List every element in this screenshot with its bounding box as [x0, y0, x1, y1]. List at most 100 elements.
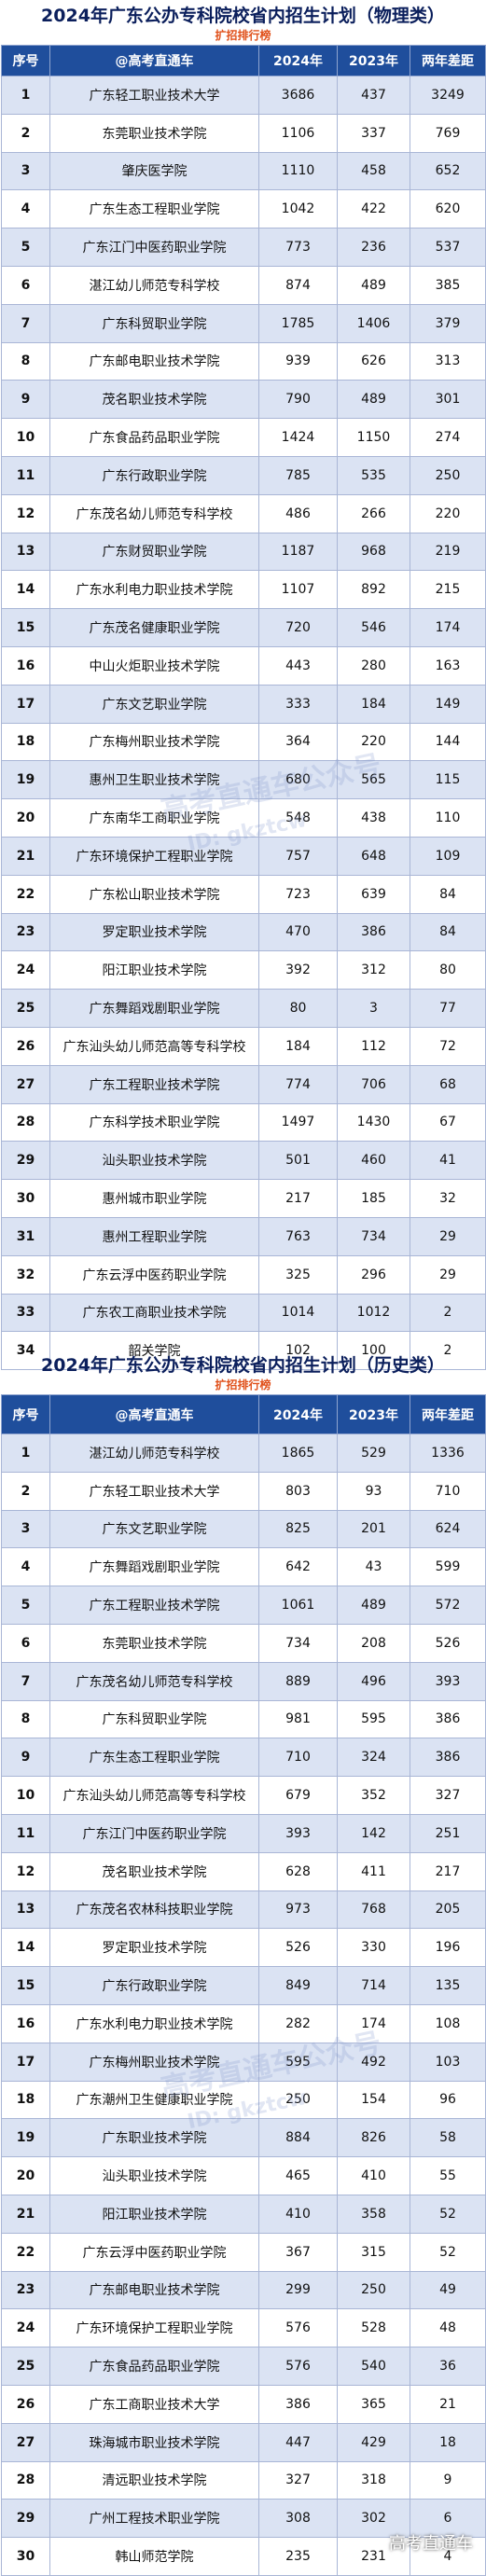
- plan-2024-cell: 710: [258, 1738, 338, 1778]
- diff-cell: 67: [410, 1102, 486, 1143]
- plan-2023-cell: 714: [337, 1966, 410, 2005]
- table-row: 10 广东食品药品职业学院 1424 1150 274: [1, 418, 486, 457]
- header-diff: 两年差距: [410, 1394, 486, 1434]
- rank-cell: 26: [1, 1026, 50, 1066]
- plan-2023-cell: 174: [337, 2003, 410, 2043]
- rank-cell: 20: [1, 798, 50, 838]
- school-cell: 珠海城市职业技术学院: [49, 2422, 259, 2462]
- plan-2023-cell: 315: [337, 2232, 410, 2272]
- header-school: @高考直通车: [49, 45, 259, 76]
- plan-2023-cell: 324: [337, 1738, 410, 1778]
- rank-cell: 5: [1, 228, 50, 267]
- plan-2024-cell: 723: [258, 874, 338, 914]
- diff-cell: 620: [410, 189, 486, 229]
- plan-2023-cell: 968: [337, 532, 410, 572]
- plan-2024-cell: 184: [258, 1026, 338, 1066]
- school-cell: 东莞职业技术学院: [49, 1623, 259, 1663]
- diff-cell: 1336: [410, 1433, 486, 1473]
- table-row: 7 广东科贸职业学院 1785 1406 379: [1, 303, 486, 343]
- plan-2024-cell: 981: [258, 1699, 338, 1739]
- diff-cell: 77: [410, 989, 486, 1028]
- rank-cell: 10: [1, 1776, 50, 1815]
- school-cell: 广东工程职业技术学院: [49, 1064, 259, 1104]
- rank-cell: 1: [1, 1433, 50, 1473]
- plan-2024-cell: 364: [258, 722, 338, 762]
- table-row: 26 广东工商职业技术大学 386 365 21: [1, 2384, 486, 2424]
- plan-2024-cell: 576: [258, 2308, 338, 2348]
- plan-2024-cell: 1785: [258, 303, 338, 343]
- history-title: 2024年广东公办专科院校省内招生计划（历史类）: [41, 1355, 445, 1376]
- plan-2024-cell: 1042: [258, 189, 338, 229]
- history-section: 2024年广东公办专科院校省内招生计划（历史类） 扩招排行榜 序号 @高考直通车…: [0, 1350, 486, 2576]
- plan-2023-cell: 185: [337, 1179, 410, 1218]
- rank-cell: 31: [1, 1216, 50, 1256]
- plan-2024-cell: 410: [258, 2194, 338, 2234]
- plan-2023-cell: 43: [337, 1547, 410, 1587]
- school-cell: 清远职业技术学院: [49, 2460, 259, 2500]
- physics-section: 2024年广东公办专科院校省内招生计划（物理类） 扩招排行榜 序号 @高考直通车…: [1, 6, 486, 1371]
- rank-cell: 4: [1, 189, 50, 229]
- plan-2024-cell: 825: [258, 1509, 338, 1549]
- plan-2023-cell: 734: [337, 1216, 410, 1256]
- plan-2023-cell: 411: [337, 1851, 410, 1891]
- table-row: 8 广东邮电职业技术学院 939 626 313: [1, 341, 486, 381]
- plan-2024-cell: 386: [258, 2384, 338, 2424]
- diff-cell: 49: [410, 2270, 486, 2310]
- plan-2024-cell: 327: [258, 2460, 338, 2500]
- rank-cell: 5: [1, 1586, 50, 1625]
- school-cell: 湛江幼儿师范专科学校: [49, 1433, 259, 1473]
- table-row: 20 汕头职业技术学院 465 410 55: [1, 2156, 486, 2195]
- school-cell: 广东工商职业技术大学: [49, 2384, 259, 2424]
- diff-cell: 327: [410, 1776, 486, 1815]
- table-row: 12 茂名职业技术学院 628 411 217: [1, 1851, 486, 1891]
- rank-cell: 8: [1, 341, 50, 381]
- diff-cell: 710: [410, 1471, 486, 1511]
- diff-cell: 163: [410, 645, 486, 686]
- table-row: 17 广东文艺职业学院 333 184 149: [1, 684, 486, 724]
- table-row: 34 韶关学院 102 100 2: [1, 1331, 486, 1371]
- rank-cell: 29: [1, 2499, 50, 2539]
- table-row: 33 广东农工商职业技术学院 1014 1012 2: [1, 1293, 486, 1333]
- table-row: 22 广东松山职业技术学院 723 639 84: [1, 874, 486, 914]
- table-row: 9 广东生态工程职业学院 710 324 386: [1, 1738, 486, 1778]
- rank-cell: 25: [1, 2347, 50, 2386]
- plan-2023-cell: 540: [337, 2347, 410, 2386]
- table-row: 16 广东水利电力职业技术学院 282 174 108: [1, 2003, 486, 2043]
- plan-2023-cell: 437: [337, 76, 410, 115]
- school-cell: 广东茂名农林科技职业学院: [49, 1890, 259, 1930]
- diff-cell: 386: [410, 1738, 486, 1778]
- plan-2024-cell: 680: [258, 760, 338, 800]
- table-row: 27 广东工程职业技术学院 774 706 68: [1, 1064, 486, 1104]
- rank-cell: 33: [1, 1293, 50, 1333]
- header-no: 序号: [1, 1394, 50, 1434]
- table-row: 7 广东茂名幼儿师范专科学校 889 496 393: [1, 1661, 486, 1701]
- rank-cell: 17: [1, 684, 50, 724]
- plan-2024-cell: 720: [258, 608, 338, 647]
- school-cell: 广东食品药品职业学院: [49, 418, 259, 457]
- plan-2024-cell: 642: [258, 1547, 338, 1587]
- plan-2023-cell: 3: [337, 989, 410, 1028]
- plan-2023-cell: 826: [337, 2118, 410, 2158]
- school-cell: 广东职业技术学院: [49, 2118, 259, 2158]
- plan-2023-cell: 528: [337, 2308, 410, 2348]
- table-row: 1 广东轻工职业技术大学 3686 437 3249: [1, 76, 486, 115]
- diff-cell: 537: [410, 228, 486, 267]
- table-row: 20 广东南华工商职业学院 548 438 110: [1, 798, 486, 838]
- plan-2024-cell: 299: [258, 2270, 338, 2310]
- rank-cell: 23: [1, 912, 50, 952]
- table-row: 22 广东云浮中医药职业学院 367 315 52: [1, 2232, 486, 2272]
- header-2024: 2024年: [258, 1394, 338, 1434]
- rank-cell: 6: [1, 1623, 50, 1663]
- school-cell: 广东工程职业技术学院: [49, 1586, 259, 1625]
- plan-2023-cell: 236: [337, 228, 410, 267]
- rank-cell: 19: [1, 760, 50, 800]
- table-row: 27 珠海城市职业技术学院 447 429 18: [1, 2422, 486, 2462]
- rank-cell: 17: [1, 2042, 50, 2082]
- diff-cell: 572: [410, 1586, 486, 1625]
- plan-2023-cell: 648: [337, 836, 410, 876]
- plan-2023-cell: 565: [337, 760, 410, 800]
- plan-2023-cell: 296: [337, 1254, 410, 1295]
- table-row: 17 广东梅州职业技术学院 595 492 103: [1, 2042, 486, 2082]
- school-cell: 广东行政职业学院: [49, 1966, 259, 2005]
- school-cell: 广东松山职业技术学院: [49, 874, 259, 914]
